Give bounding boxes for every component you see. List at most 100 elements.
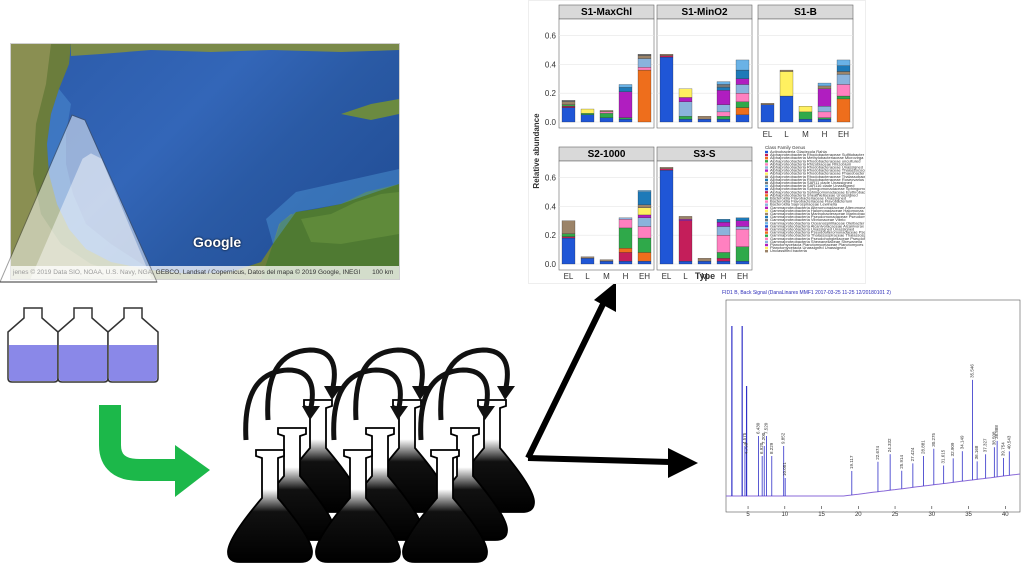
bar-segment bbox=[716, 258, 731, 262]
bar-segment bbox=[817, 111, 832, 118]
legend-swatch bbox=[765, 237, 768, 240]
legend-title: Class Family Genus bbox=[765, 145, 806, 150]
panel-s3-s: S3-S EL L M H EH bbox=[656, 146, 753, 281]
bar-segment bbox=[735, 59, 750, 71]
legend-swatch bbox=[765, 166, 768, 169]
bar-segment bbox=[561, 220, 576, 234]
y-tick-label: 0.2 bbox=[545, 231, 557, 240]
x-tick-label: H bbox=[623, 272, 629, 281]
legend-entry: Gammaproteobacteria Pseudomonadaceae Pse… bbox=[770, 214, 866, 219]
bar-segment bbox=[817, 88, 832, 107]
legend-swatch bbox=[765, 200, 768, 203]
bar-segment bbox=[697, 116, 712, 120]
panel-title: S1-MaxChl bbox=[581, 7, 632, 18]
sample-bottle-3 bbox=[107, 307, 159, 383]
bar-segment bbox=[716, 222, 731, 227]
bar-segment bbox=[716, 81, 731, 85]
legend-swatch bbox=[765, 153, 768, 157]
peak-label: 8.229 bbox=[769, 442, 774, 454]
legend-entry: Bacteroidia Flavobacteriaceae Unassigned bbox=[770, 196, 846, 201]
transfer-loop-arrow-6 bbox=[441, 350, 515, 420]
peak-label: 4.799 bbox=[744, 442, 749, 454]
arrow-to-chromatogram bbox=[527, 448, 698, 478]
bar-segment bbox=[659, 170, 674, 265]
x-tick-label: EL bbox=[564, 272, 574, 281]
legend-swatch bbox=[765, 169, 768, 172]
bar-segment bbox=[735, 246, 750, 262]
bar-segment bbox=[716, 116, 731, 120]
bar-segment bbox=[659, 168, 674, 171]
legend-entry: Alphaproteobacteria Rhodobacteraceae Pha… bbox=[770, 171, 865, 176]
y-tick-label: 0.6 bbox=[545, 31, 557, 40]
bar-segment bbox=[637, 217, 652, 227]
bar-segment bbox=[817, 106, 832, 113]
bar-segment bbox=[561, 107, 576, 123]
bar-segment bbox=[678, 116, 693, 120]
legend-entry: Gammaproteobacteria Shewanellaceae Shewa… bbox=[770, 239, 863, 244]
legend-swatch bbox=[765, 234, 768, 237]
legend-entry: Alphaproteobacteria Rhodobacteraceae Tha… bbox=[770, 168, 866, 173]
peak-label: 7.200 bbox=[761, 432, 766, 444]
bar-segment bbox=[561, 233, 576, 237]
legend-entry: Planctomycetacia Unassigned Unassigned bbox=[770, 245, 846, 250]
legend-entry: Planctomycetacia Planctomycetaceae Planc… bbox=[770, 242, 863, 247]
bar-segment bbox=[637, 214, 652, 218]
legend-entry: Alphaproteobacteria Methylobacteriaceae … bbox=[770, 155, 864, 160]
bar-segment bbox=[735, 229, 750, 247]
y-axis-label: Relative abundance bbox=[532, 113, 541, 189]
bar-segment bbox=[735, 226, 750, 230]
bar-segment bbox=[678, 101, 693, 117]
peak-label: 6.430 bbox=[756, 422, 761, 434]
peak-label: 9.852 bbox=[781, 432, 786, 444]
bar-segment bbox=[618, 219, 633, 229]
y-tick-label: 0.2 bbox=[545, 89, 557, 98]
bar-segment bbox=[836, 95, 851, 100]
panel-s1-maxchl: S1-MaxChl 0.0 0.2 0.4 0.6 bbox=[545, 4, 655, 129]
bar-segment bbox=[678, 220, 693, 262]
peak-label: 25.914 bbox=[899, 454, 904, 468]
panel-title: S1-B bbox=[794, 7, 817, 18]
legend-entry: Gammaproteobacteria Pseudoalteromonadace… bbox=[770, 230, 866, 235]
x-tick-label: 35 bbox=[965, 512, 972, 518]
legend-swatch bbox=[765, 157, 768, 160]
bar-segment bbox=[618, 252, 633, 262]
x-tick-label: M bbox=[802, 130, 809, 139]
bar-segment bbox=[836, 98, 851, 123]
x-axis-label: Type bbox=[695, 271, 715, 281]
bar-segment bbox=[580, 256, 595, 259]
bar-segment bbox=[716, 226, 731, 236]
peak-label: 4.575 bbox=[742, 432, 747, 444]
legend-swatch bbox=[765, 178, 768, 182]
peak-label: 40.543 bbox=[1006, 435, 1011, 449]
legend-swatch bbox=[765, 181, 768, 185]
y-tick-label: 0.4 bbox=[545, 60, 557, 69]
bar-segment bbox=[760, 103, 775, 105]
bar-segment bbox=[618, 91, 633, 118]
legend-entry: Alphaproteobacteria SAR116 clade Unassig… bbox=[770, 183, 854, 188]
legend-entry: Alphaproteobacteria Rhodobacteraceae Una… bbox=[770, 165, 863, 170]
peak-label: 22.674 bbox=[875, 445, 880, 459]
legend-swatch bbox=[765, 212, 768, 216]
bar-segment bbox=[678, 88, 693, 98]
x-tick-label: 25 bbox=[892, 512, 899, 518]
x-tick-label: EH bbox=[737, 272, 748, 281]
bar-segment bbox=[697, 118, 712, 123]
bar-segment bbox=[735, 114, 750, 123]
legend-entry: Bacteroidia Flavobacteriaceae Flavobacte… bbox=[770, 199, 853, 204]
peak-label: 10.051 bbox=[782, 462, 787, 476]
legend-swatch bbox=[765, 191, 768, 194]
gc-fid-chromatogram: FID1 B, Back Signal (DanaLinares MMF1 20… bbox=[720, 286, 1024, 526]
bar-segment bbox=[716, 87, 731, 91]
bar-segment bbox=[678, 219, 693, 221]
bar-segment bbox=[561, 104, 576, 107]
bar-segment bbox=[618, 117, 633, 120]
bar-segment bbox=[760, 104, 775, 123]
legend-swatch bbox=[765, 206, 768, 209]
bar-segment bbox=[599, 117, 614, 123]
peak-label: 30.275 bbox=[931, 432, 936, 446]
peak-label: 19.117 bbox=[849, 455, 854, 469]
legend-entry: Gammaproteobacteria Thalassospiraceae Th… bbox=[770, 233, 866, 238]
peak-label: 37.327 bbox=[983, 438, 988, 452]
